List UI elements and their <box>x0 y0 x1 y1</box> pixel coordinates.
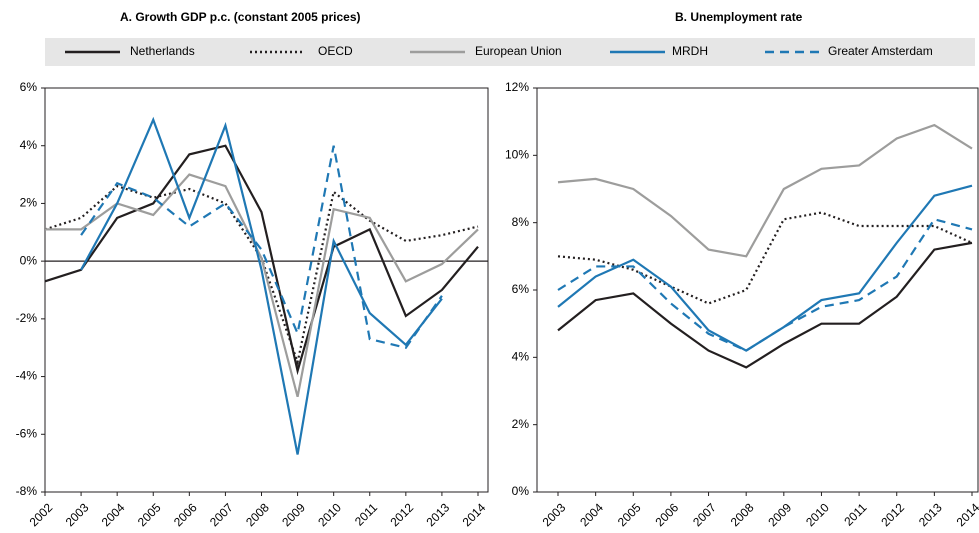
y-tick-label: 6% <box>512 282 530 296</box>
x-tick-label: 2009 <box>279 500 308 528</box>
y-tick-label: 2% <box>512 417 530 431</box>
series-line <box>80 116 443 455</box>
legend-label: MRDH <box>672 44 708 58</box>
plot-frame <box>536 87 979 493</box>
plot-frame <box>44 87 489 493</box>
y-tick-label: 2% <box>20 196 38 210</box>
x-tick-label: 2009 <box>765 500 794 528</box>
x-tick-label: 2010 <box>803 500 832 528</box>
x-tick-label: 2003 <box>63 500 92 528</box>
y-tick-label: -4% <box>16 369 38 383</box>
chart-title: B. Unemployment rate <box>675 10 803 24</box>
x-tick-label: 2004 <box>577 500 606 528</box>
y-tick-label: 4% <box>512 350 530 364</box>
x-tick-label: 2011 <box>841 500 869 528</box>
x-tick-label: 2007 <box>207 500 236 528</box>
x-tick-label: 2007 <box>690 500 719 528</box>
y-tick-label: 0% <box>512 484 530 498</box>
y-tick-label: 10% <box>505 148 529 162</box>
x-tick-label: 2014 <box>460 500 489 528</box>
x-tick-label: 2013 <box>916 500 945 528</box>
legend-label: Greater Amsterdam <box>828 44 933 58</box>
x-tick-label: 2004 <box>99 500 128 528</box>
x-tick-label: 2011 <box>352 500 380 528</box>
series-line <box>80 145 443 349</box>
x-tick-label: 2006 <box>652 500 681 528</box>
y-tick-label: 0% <box>20 253 38 267</box>
x-tick-label: 2008 <box>243 500 272 528</box>
series-line <box>557 184 973 352</box>
y-tick-label: -2% <box>16 311 38 325</box>
y-tick-label: -6% <box>16 426 38 440</box>
x-tick-label: 2014 <box>954 500 979 528</box>
x-tick-label: 2005 <box>135 500 164 528</box>
y-tick-label: -8% <box>16 484 38 498</box>
series-line <box>557 241 973 369</box>
x-tick-label: 2008 <box>728 500 757 528</box>
legend-label: OECD <box>318 44 353 58</box>
chart-title: A. Growth GDP p.c. (constant 2005 prices… <box>120 10 361 24</box>
series-line <box>557 211 973 305</box>
x-tick-label: 2002 <box>27 500 56 528</box>
series-line <box>44 144 479 376</box>
legend-bar <box>45 38 975 66</box>
x-tick-label: 2003 <box>540 500 569 528</box>
series-line <box>557 123 973 258</box>
y-tick-label: 4% <box>20 138 38 152</box>
x-tick-label: 2005 <box>615 500 644 528</box>
x-tick-label: 2006 <box>171 500 200 528</box>
series-line <box>557 218 973 352</box>
x-tick-label: 2013 <box>423 500 452 528</box>
x-tick-label: 2010 <box>315 500 344 528</box>
series-line <box>45 173 479 398</box>
x-tick-label: 2012 <box>878 500 907 528</box>
y-tick-label: 12% <box>505 80 529 94</box>
legend-label: Netherlands <box>130 44 195 58</box>
y-tick-label: 8% <box>512 215 530 229</box>
y-tick-label: 6% <box>20 80 38 94</box>
x-tick-label: 2012 <box>387 500 416 528</box>
legend-label: European Union <box>475 44 562 58</box>
